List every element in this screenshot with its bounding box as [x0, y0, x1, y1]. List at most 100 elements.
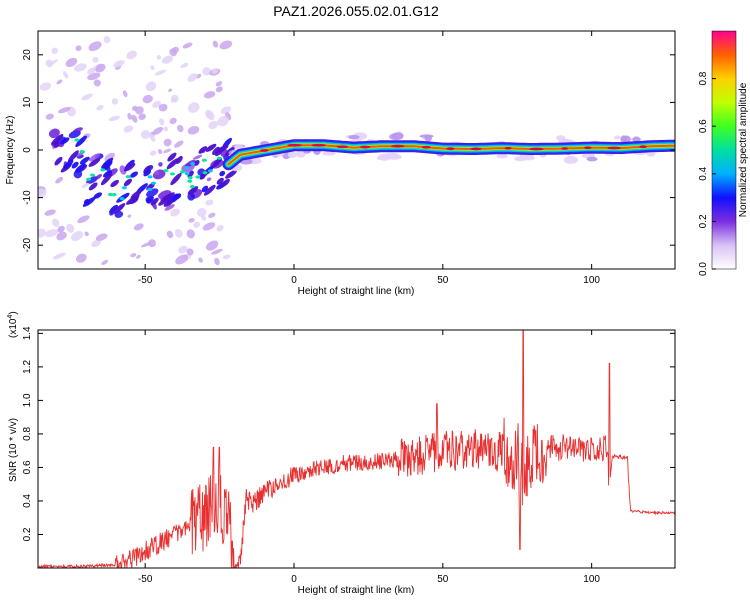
spectrogram-streak-blob [143, 169, 152, 177]
spectrogram-noise-blob [158, 118, 165, 126]
spectrogram-x-tick-label: 100 [583, 275, 600, 286]
spectrogram-streak-blob [187, 186, 199, 195]
spectrogram-noise-blob [123, 125, 134, 133]
spectrogram-ridge-core [561, 147, 569, 150]
spectrogram-hot-blob [163, 168, 169, 173]
spectrogram-y-tick-label: 0 [22, 147, 33, 153]
spectrogram-noise-blob [163, 148, 172, 154]
spectrogram-noise-blob [212, 40, 219, 48]
spectrogram-hot-blob [111, 193, 117, 197]
spectrogram-hot-blob [187, 176, 193, 180]
spectrogram-noise-blob [84, 231, 89, 237]
spectrogram-noise-blob [149, 150, 157, 156]
spectrogram-noise-blob [208, 212, 216, 218]
spectrogram-x-tick-label: 50 [437, 275, 449, 286]
spectrogram-hot-blob [184, 165, 190, 170]
spectrogram-noise-blob [39, 82, 52, 91]
snr-x-tick-label: -50 [138, 574, 153, 585]
spectrogram-streak-blob [109, 204, 118, 214]
spectrogram-noise-blob [205, 240, 219, 251]
spectrogram-noise-blob [52, 218, 60, 227]
spectrogram-noise-blob [94, 174, 103, 180]
spectrogram-noise-blob [136, 254, 141, 259]
spectrogram-noise-blob [178, 245, 188, 254]
spectrogram-noise-blob [171, 94, 179, 103]
snr-series-line [38, 330, 675, 568]
spectrogram-streak-blob [74, 163, 86, 173]
spectrogram-ridge-core [529, 147, 544, 151]
spectrogram-hot-blob [169, 172, 175, 176]
spectrogram-noise-blob [138, 113, 146, 120]
spectrogram-noise-blob [148, 239, 156, 248]
spectrogram-hot-blob [125, 175, 131, 179]
spectrogram-halo-blob [386, 154, 402, 160]
spectrogram-noise-blob [127, 113, 132, 120]
spectrogram-noise-blob [157, 149, 163, 155]
spectrogram-hot-blob [179, 170, 185, 174]
spectrogram-hot-blob [190, 162, 196, 166]
spectrogram-hot-blob [86, 177, 92, 181]
spectrogram-noise-blob [158, 162, 163, 167]
spectrogram-hot-blob [187, 179, 193, 183]
spectrogram-noise-blob [92, 56, 99, 63]
spectrogram-noise-blob [182, 42, 193, 49]
spectrogram-ridge-core [390, 144, 405, 148]
spectrogram-hot-blob [119, 197, 125, 201]
spectrogram-noise-blob [215, 81, 223, 87]
spectrogram-noise-blob [202, 67, 211, 76]
spectrogram-noise-blob [96, 104, 104, 111]
spectrogram-y-tick-label: 20 [22, 49, 33, 61]
spectrogram-halo-blob [563, 155, 578, 164]
spectrogram-streak-blob [220, 178, 230, 188]
spectrogram-hot-blob [74, 138, 80, 142]
spectrogram-noise-blob [161, 55, 174, 64]
spectrogram-noise-blob [188, 217, 195, 223]
spectrogram-noise-blob [205, 199, 214, 206]
spectrogram-noise-blob [187, 125, 200, 135]
spectrogram-noise-blob [219, 40, 233, 50]
spectrogram-streak-blob [103, 170, 113, 178]
spectrogram-noise-blob [186, 248, 194, 256]
spectrogram-ridge-core [359, 145, 371, 149]
spectrogram-noise-blob [89, 153, 100, 162]
snr-y-tick-label: 0.4 [22, 494, 33, 508]
spectrogram-noise-blob [223, 254, 231, 260]
spectrogram-noise-blob [88, 41, 102, 52]
spectrogram-noise-blob [175, 254, 189, 265]
snr-y-tick-label: 0.6 [22, 460, 33, 474]
spectrogram-noise-blob [38, 188, 47, 199]
spectrogram-noise-blob [81, 182, 90, 189]
snr-ticks: -50 0 50 100 0.2 0.4 0.6 0.8 1.0 1.2 1.4 [22, 326, 675, 585]
spectrogram-noise-blob [133, 223, 144, 231]
spectrogram-streak-blob [216, 177, 224, 185]
spectrogram-noise-blob [186, 229, 195, 239]
spectrogram-noise-blob [180, 62, 189, 68]
spectrogram-noise-blob [192, 154, 203, 160]
spectrogram-noise-blob [95, 233, 108, 241]
spectrogram-noise-blob [216, 225, 224, 232]
spectrogram-noise-blob [47, 59, 58, 67]
spectrogram-streak-blob [63, 159, 74, 169]
spectrogram-ridge-core [421, 145, 432, 149]
spectrogram-halo-blob [520, 155, 536, 161]
spectrogram-streak-blob [198, 146, 208, 154]
spectrogram-noise-blob [73, 63, 87, 72]
spectrogram-noise-blob [214, 257, 220, 266]
spectrogram-streak-blob [88, 182, 98, 191]
spectrogram-hot-blob [150, 181, 156, 185]
spectrogram-halo-blob [287, 151, 297, 159]
snr-y-tick-label: 1.4 [22, 326, 33, 340]
spectrogram-noise-blob [87, 67, 96, 75]
spectrogram-halo-blob [586, 156, 598, 162]
spectrogram-noise-blob [187, 73, 198, 82]
spectrogram-x-label: Height of straight line (km) [298, 286, 415, 297]
snr-y-tick-label: 1.2 [22, 359, 33, 373]
spectrogram-noise-blob [140, 130, 151, 139]
spectrogram-noise-blob [81, 93, 93, 101]
spectrogram-hot-blob [121, 186, 127, 190]
spectrogram-hot-blob [189, 185, 195, 189]
spectrogram-noise-blob [113, 60, 125, 68]
spectrogram-y-label: Frequency (Hz) [5, 116, 16, 185]
spectrogram-streak-blob [225, 169, 238, 179]
colorbar-tick-label: 0.0 [698, 262, 709, 276]
